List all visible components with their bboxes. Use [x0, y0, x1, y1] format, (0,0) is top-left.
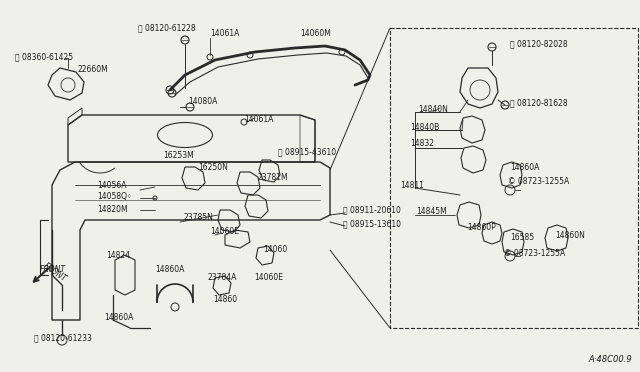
Text: Ⓜ 08915-43610: Ⓜ 08915-43610: [278, 148, 336, 157]
Text: 14080A: 14080A: [188, 97, 218, 106]
Text: Ⓢ 08360-61425: Ⓢ 08360-61425: [15, 52, 73, 61]
Text: 23781M: 23781M: [258, 173, 289, 183]
Text: Ⓑ 08120-61233: Ⓑ 08120-61233: [34, 334, 92, 343]
Text: 16250N: 16250N: [198, 163, 228, 171]
Text: © 08723-1255A: © 08723-1255A: [504, 248, 565, 257]
Text: 14824: 14824: [106, 250, 130, 260]
Text: 23785N: 23785N: [184, 214, 214, 222]
Text: 14840B: 14840B: [410, 124, 439, 132]
Text: 14840N: 14840N: [418, 106, 448, 115]
Text: 14058Q◦: 14058Q◦: [97, 192, 131, 202]
Text: 14860: 14860: [213, 295, 237, 305]
Text: Ⓑ 08120-61228: Ⓑ 08120-61228: [138, 23, 196, 32]
Text: FRONT: FRONT: [42, 261, 68, 283]
Bar: [390, 28, 638, 328]
Text: 14060E: 14060E: [254, 273, 283, 282]
Text: 14860N: 14860N: [555, 231, 585, 241]
Text: 14060: 14060: [263, 246, 287, 254]
Text: 14845M: 14845M: [416, 208, 447, 217]
Text: 23784A: 23784A: [207, 273, 236, 282]
Text: 14860A: 14860A: [155, 266, 184, 275]
Text: 16253M: 16253M: [163, 151, 194, 160]
Text: A·48C00.9: A·48C00.9: [588, 355, 632, 364]
Text: 14820M: 14820M: [97, 205, 127, 214]
Text: 14832: 14832: [410, 138, 434, 148]
Text: 14061A: 14061A: [244, 115, 273, 125]
Text: 14811: 14811: [400, 180, 424, 189]
Text: ⓓ 08120-81628: ⓓ 08120-81628: [510, 99, 568, 108]
Text: 14060E: 14060E: [210, 228, 239, 237]
Text: 14060M: 14060M: [300, 29, 331, 38]
Text: Ⓑ 08120-82028: Ⓑ 08120-82028: [510, 39, 568, 48]
Text: © 08723-1255A: © 08723-1255A: [508, 177, 569, 186]
Text: 14860A: 14860A: [510, 164, 540, 173]
Text: Ⓝ 08911-20610: Ⓝ 08911-20610: [343, 205, 401, 215]
Text: FRONT: FRONT: [40, 266, 66, 275]
Text: 14860A: 14860A: [104, 314, 133, 323]
Text: 14061A: 14061A: [210, 29, 239, 38]
Text: 16585: 16585: [510, 234, 534, 243]
Text: Ⓜ 08915-13610: Ⓜ 08915-13610: [343, 219, 401, 228]
Text: 14056A: 14056A: [97, 180, 127, 189]
Text: 22660M: 22660M: [78, 65, 109, 74]
Text: 14860P: 14860P: [467, 224, 496, 232]
